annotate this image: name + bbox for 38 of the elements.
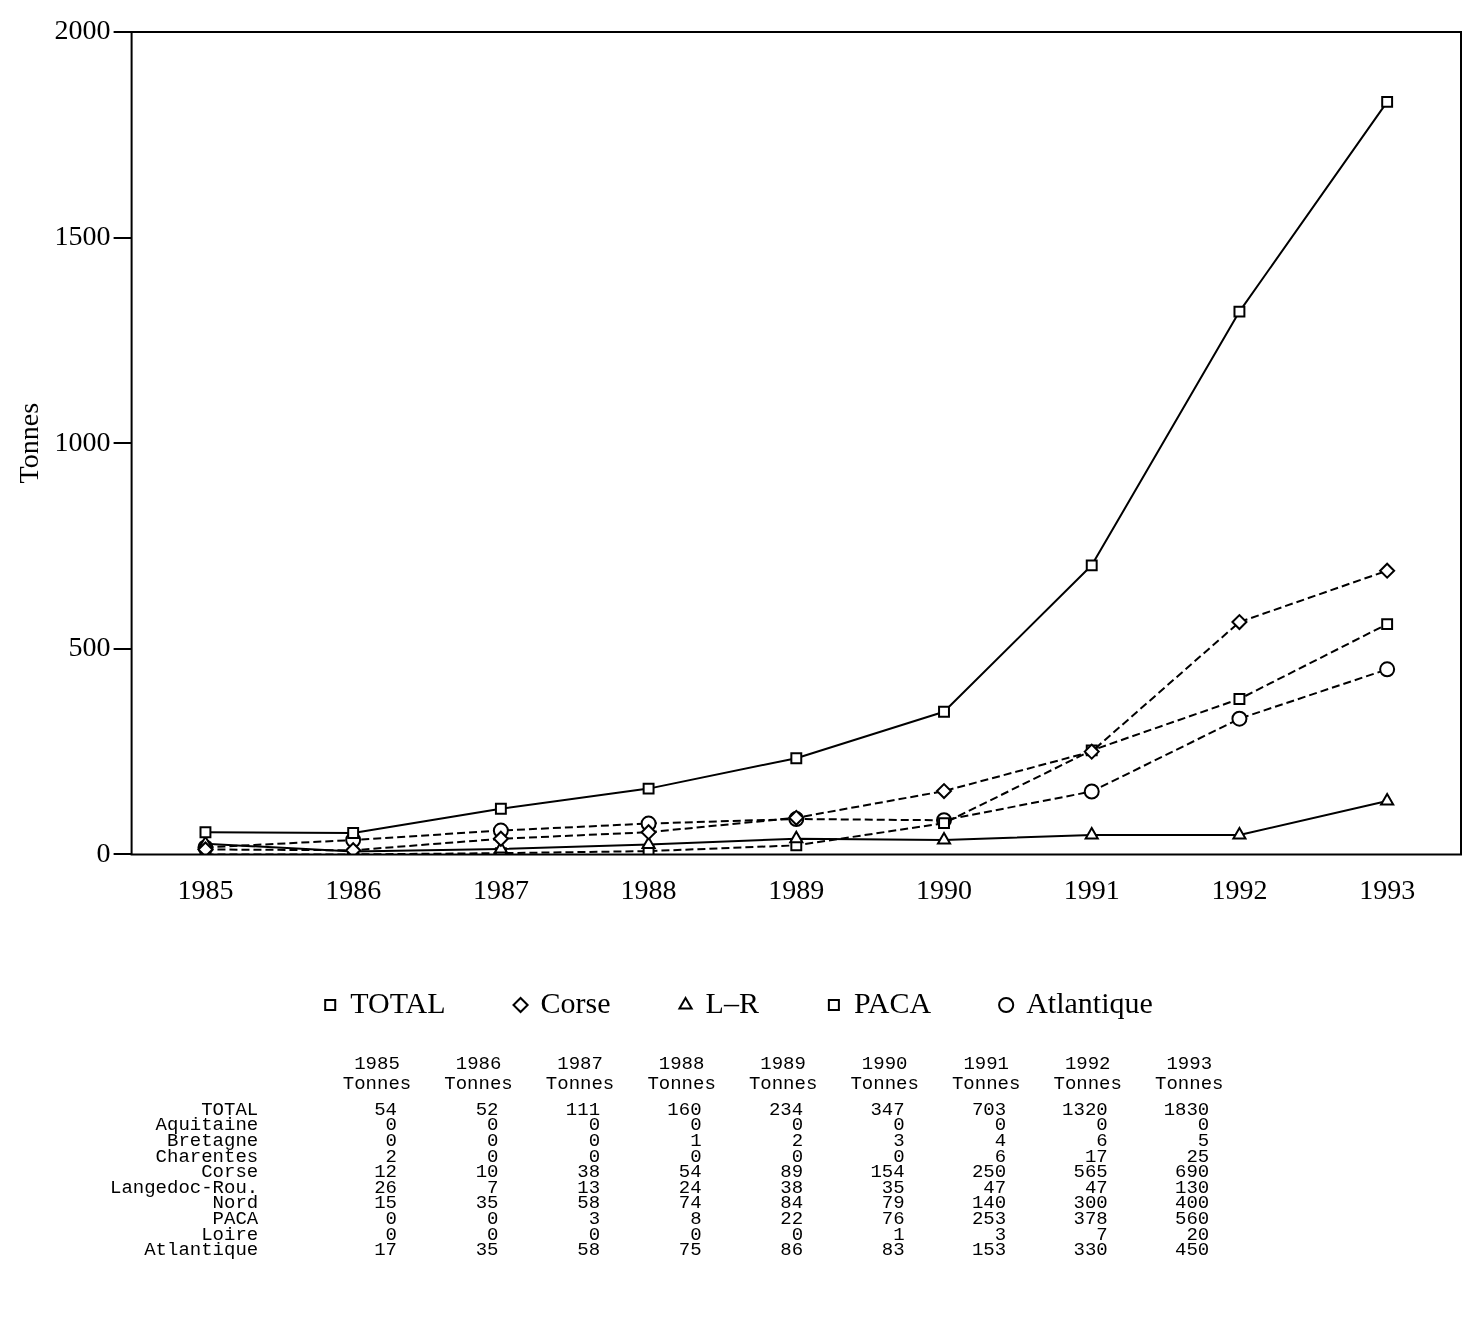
x-tick-label: 1992: [1211, 873, 1268, 905]
y-tick-label: 0: [96, 836, 111, 868]
text: Tonnes: [1053, 1073, 1122, 1096]
x-tick-label: 1985: [354, 1053, 400, 1076]
legend-label: TOTAL: [350, 985, 446, 1019]
text: Tonnes: [850, 1073, 919, 1096]
x-tick-label: 1989: [760, 1053, 806, 1076]
legend-label: L–R: [705, 985, 759, 1019]
x-tick-label: 1989: [768, 873, 825, 905]
legend-label: PACA: [853, 985, 932, 1019]
x-tick-label: 1991: [963, 1053, 1009, 1076]
x-tick-label: 1993: [1359, 873, 1416, 905]
y-tick-label: 1000: [54, 425, 111, 457]
text: Tonnes: [1155, 1073, 1224, 1096]
legend-label: Corse: [540, 985, 611, 1019]
y-axis-title: Tonnes: [13, 402, 45, 484]
text: Tonnes: [647, 1073, 716, 1096]
x-tick-label: 1992: [1064, 1053, 1111, 1076]
text: Tonnes: [444, 1073, 513, 1096]
text: Tonnes: [545, 1073, 615, 1096]
text: Tonnes: [748, 1073, 818, 1096]
x-tick-label: 1990: [861, 1053, 908, 1076]
x-tick-label: 1991: [1063, 873, 1120, 905]
x-tick-label: 1987: [472, 873, 529, 905]
x-axis-title: Tonnes: [342, 1073, 412, 1096]
x-tick-label: 1986: [455, 1053, 502, 1076]
text: Tonnes: [951, 1073, 1021, 1096]
x-tick-label: 1990: [916, 873, 973, 905]
y-tick-label: 500: [68, 631, 111, 663]
x-tick-label: 1988: [620, 873, 677, 905]
legend-label: Atlantique: [1026, 985, 1153, 1019]
x-tick-label: 1986: [325, 873, 382, 905]
x-tick-label: 1985: [177, 873, 234, 905]
x-tick-label: 1987: [557, 1053, 603, 1076]
x-tick-label: 1988: [658, 1053, 705, 1076]
y-tick-label: 1500: [54, 219, 111, 251]
x-tick-label: 1993: [1166, 1053, 1213, 1076]
y-tick-label: 2000: [54, 14, 111, 46]
